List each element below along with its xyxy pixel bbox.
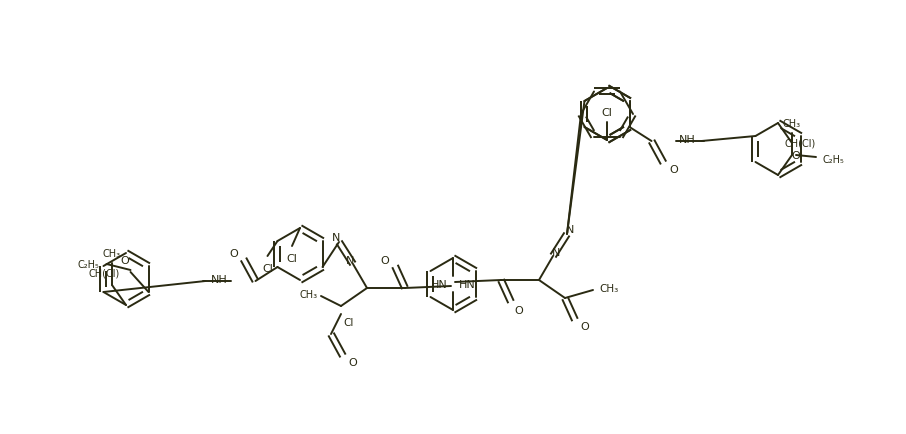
Text: HN: HN [430, 279, 448, 289]
Text: Cl: Cl [262, 263, 273, 273]
Text: CH(Cl): CH(Cl) [785, 139, 815, 149]
Text: O: O [792, 151, 800, 161]
Text: HN: HN [458, 279, 476, 289]
Text: NH: NH [680, 135, 696, 145]
Text: O: O [670, 164, 678, 174]
Text: Cl: Cl [343, 317, 354, 327]
Text: C₂H₅: C₂H₅ [822, 155, 843, 164]
Text: Cl: Cl [602, 108, 612, 118]
Text: Cl: Cl [286, 253, 297, 263]
Text: C₂H₅: C₂H₅ [78, 260, 100, 270]
Text: N: N [332, 233, 340, 243]
Text: O: O [229, 248, 238, 258]
Text: N: N [552, 247, 560, 257]
Text: CH₃: CH₃ [783, 119, 801, 129]
Text: CH(Cl): CH(Cl) [89, 268, 120, 278]
Text: N: N [346, 256, 354, 265]
Text: O: O [381, 256, 390, 265]
Text: CH₃: CH₃ [103, 248, 121, 258]
Text: O: O [515, 305, 524, 315]
Text: CH₃: CH₃ [300, 289, 318, 299]
Text: NH: NH [211, 274, 227, 284]
Text: O: O [120, 256, 129, 265]
Text: N: N [566, 224, 574, 234]
Text: CH₃: CH₃ [600, 283, 619, 293]
Text: O: O [349, 357, 357, 367]
Text: O: O [581, 321, 590, 331]
